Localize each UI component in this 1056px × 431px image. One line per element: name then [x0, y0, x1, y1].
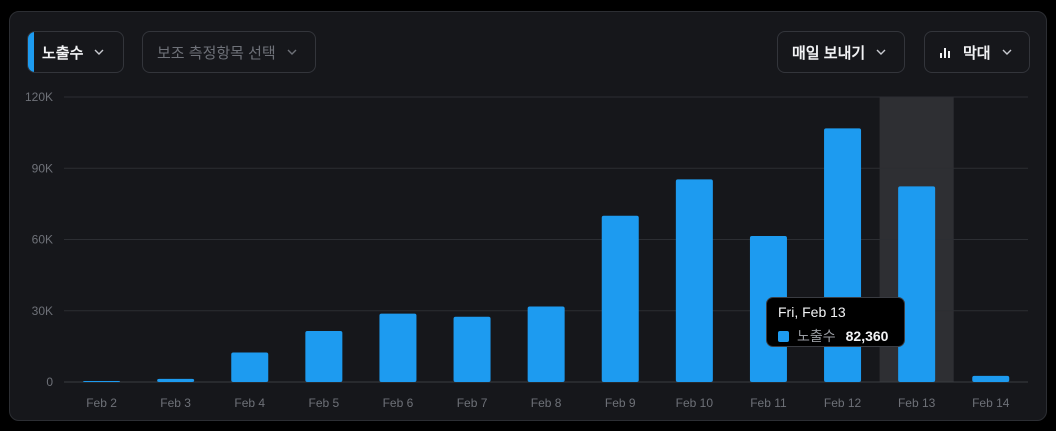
- x-tick-label: Feb 3: [160, 396, 191, 410]
- export-daily-label: 매일 보내기: [792, 44, 866, 62]
- x-tick-label: Feb 10: [676, 396, 714, 410]
- y-tick-label: 120K: [25, 90, 53, 104]
- secondary-metric-placeholder: 보조 측정항목 선택: [157, 44, 276, 62]
- bar: [379, 313, 417, 382]
- x-tick-label: Feb 4: [234, 396, 265, 410]
- chevron-down-icon: [287, 49, 297, 55]
- export-daily-dropdown[interactable]: 매일 보내기: [777, 31, 905, 73]
- bar: [898, 186, 936, 382]
- x-tick-label: Feb 2: [86, 396, 117, 410]
- chart-type-label: 막대: [963, 44, 991, 62]
- chart-tooltip: Fri, Feb 13 노출수 82,360: [766, 297, 905, 347]
- bar: [675, 179, 713, 382]
- primary-metric-dropdown[interactable]: 노출수: [27, 31, 124, 73]
- metric-color-accent: [28, 32, 34, 72]
- x-tick-label: Feb 9: [605, 396, 636, 410]
- secondary-metric-dropdown[interactable]: 보조 측정항목 선택: [142, 31, 316, 73]
- x-tick-label: Feb 8: [531, 396, 562, 410]
- chart-type-dropdown[interactable]: 막대: [924, 31, 1030, 73]
- x-tick-label: Feb 13: [898, 396, 936, 410]
- bar: [972, 375, 1010, 382]
- x-tick-label: Feb 5: [309, 396, 340, 410]
- chevron-down-icon: [94, 49, 104, 55]
- primary-metric-label: 노출수: [42, 44, 84, 62]
- bar: [453, 316, 491, 382]
- y-tick-label: 0: [46, 375, 53, 389]
- bar: [601, 215, 639, 382]
- bar: [527, 306, 565, 382]
- bar: [305, 330, 343, 382]
- tooltip-value: 82,360: [845, 328, 889, 344]
- x-tick-label: Feb 6: [383, 396, 414, 410]
- x-tick-label: Feb 12: [824, 396, 862, 410]
- chart-panel: 노출수 보조 측정항목 선택 매일 보내기 막대 0 30K 60K 90K 120K F…: [9, 11, 1047, 421]
- bar: [83, 381, 121, 382]
- bar-chart-icon: [940, 48, 950, 58]
- x-tick-label: Feb 7: [457, 396, 488, 410]
- tooltip-row: 노출수 82,360: [778, 326, 904, 346]
- chevron-down-icon: [1002, 49, 1012, 55]
- y-tick-label: 60K: [32, 233, 53, 247]
- tooltip-date: Fri, Feb 13: [778, 304, 846, 320]
- bar: [231, 352, 269, 382]
- chevron-down-icon: [876, 49, 886, 55]
- y-tick-label: 30K: [32, 304, 53, 318]
- y-tick-label: 90K: [32, 161, 53, 175]
- tooltip-series-label: 노출수: [797, 328, 836, 344]
- x-tick-label: Feb 14: [972, 396, 1010, 410]
- x-tick-label: Feb 11: [750, 396, 787, 410]
- bar: [157, 378, 195, 382]
- tooltip-series-swatch: [778, 330, 789, 342]
- bar-chart: 0 30K 60K 90K 120K Feb 2 Feb 3 Feb 4 Feb 5 Feb 6 F…: [25, 90, 1028, 410]
